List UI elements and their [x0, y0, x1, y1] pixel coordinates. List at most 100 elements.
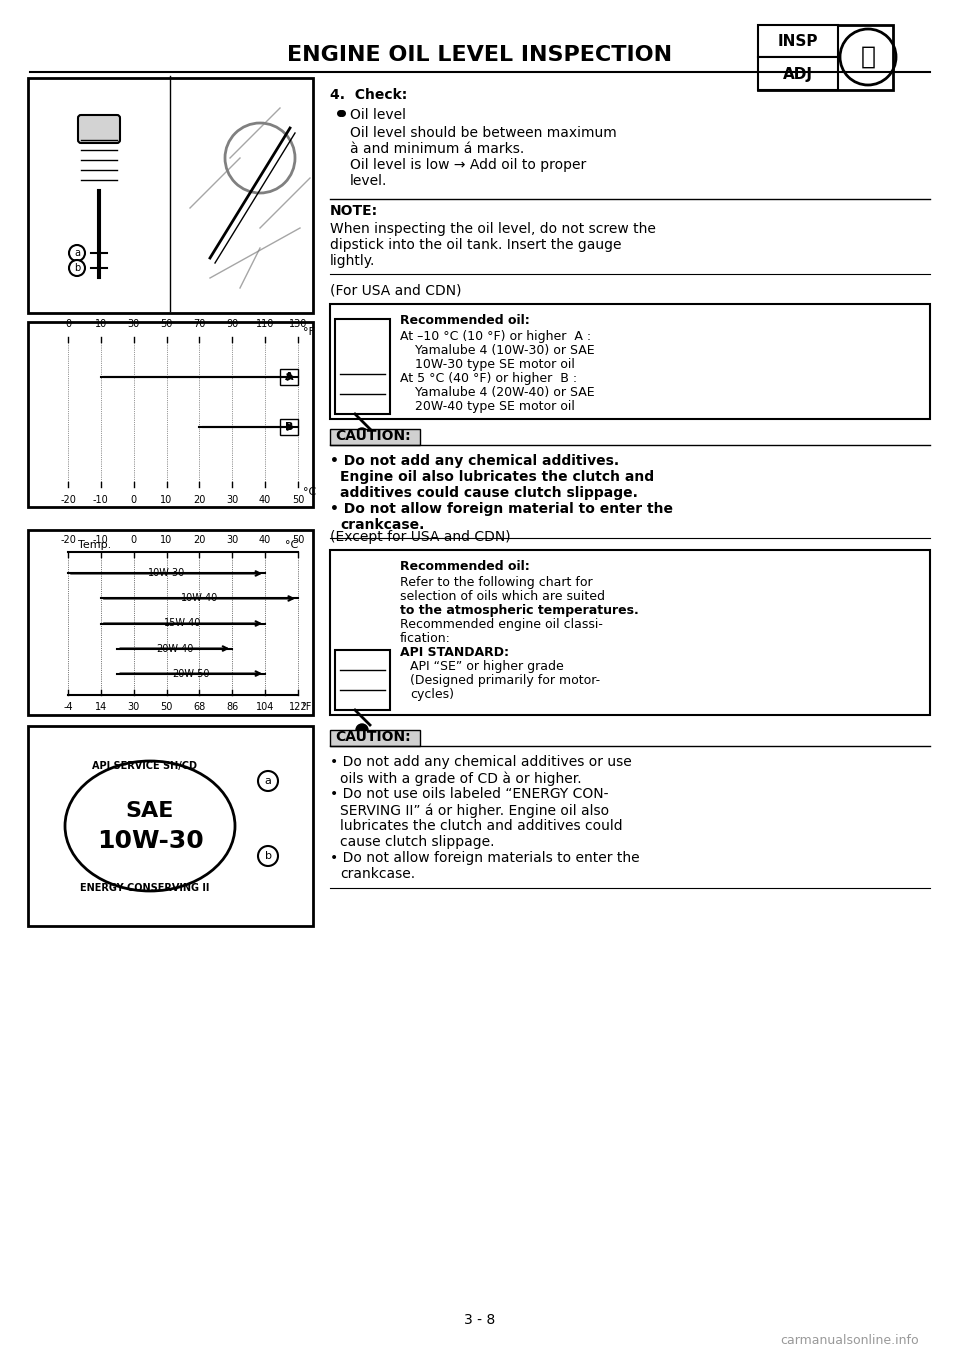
Ellipse shape	[65, 760, 235, 891]
Text: 10W-30 type SE motor oil: 10W-30 type SE motor oil	[415, 359, 575, 371]
FancyBboxPatch shape	[78, 115, 120, 143]
Text: SERVING II” á or higher. Engine oil also: SERVING II” á or higher. Engine oil also	[340, 803, 610, 818]
Text: 10: 10	[160, 535, 173, 545]
Text: b: b	[265, 851, 272, 861]
Text: 70: 70	[193, 319, 205, 329]
Text: b: b	[74, 263, 80, 273]
Text: 20: 20	[193, 496, 205, 505]
Text: Recommended engine oil classi-: Recommended engine oil classi-	[400, 618, 603, 631]
Text: °C: °C	[285, 540, 298, 550]
Text: Recommended oil:: Recommended oil:	[400, 314, 530, 327]
Text: • Do not allow foreign materials to enter the: • Do not allow foreign materials to ente…	[330, 851, 639, 865]
Text: 86: 86	[227, 702, 238, 712]
Text: cycles): cycles)	[410, 689, 454, 701]
Bar	[335, 650, 390, 710]
Text: 20W-40 type SE motor oil: 20W-40 type SE motor oil	[415, 401, 575, 413]
Text: 50: 50	[292, 496, 304, 505]
Circle shape	[258, 771, 278, 790]
Text: a: a	[265, 775, 272, 786]
Text: API SERVICE SH/CD: API SERVICE SH/CD	[92, 760, 198, 771]
Text: 50: 50	[160, 702, 173, 712]
Text: 104: 104	[256, 702, 275, 712]
Bar	[335, 319, 390, 414]
Text: 15W-40: 15W-40	[164, 618, 202, 629]
Bar	[330, 550, 930, 716]
Text: (Designed primarily for motor-: (Designed primarily for motor-	[410, 674, 600, 687]
Text: 0: 0	[131, 496, 136, 505]
Text: 90: 90	[227, 319, 238, 329]
Text: -20: -20	[60, 496, 76, 505]
Text: • Do not add any chemical additives.: • Do not add any chemical additives.	[330, 454, 619, 469]
Text: NOTE:: NOTE:	[330, 204, 378, 219]
Text: • Do not add any chemical additives or use: • Do not add any chemical additives or u…	[330, 755, 632, 769]
Text: 10: 10	[160, 496, 173, 505]
Text: °F: °F	[301, 702, 311, 712]
Text: cause clutch slippage.: cause clutch slippage.	[340, 835, 494, 849]
Text: 30: 30	[227, 535, 238, 545]
Text: dipstick into the oil tank. Insert the gauge: dipstick into the oil tank. Insert the g…	[330, 238, 621, 253]
Text: 3 - 8: 3 - 8	[465, 1313, 495, 1327]
Bar	[758, 24, 893, 90]
Text: CAUTION:: CAUTION:	[335, 429, 411, 443]
Text: 20: 20	[193, 535, 205, 545]
Text: SAE: SAE	[126, 801, 174, 822]
Text: A: A	[285, 372, 294, 382]
Text: ENGINE OIL LEVEL INSPECTION: ENGINE OIL LEVEL INSPECTION	[287, 45, 673, 65]
Text: 10W-40: 10W-40	[180, 593, 218, 603]
Bar	[330, 731, 420, 746]
Text: lubricates the clutch and additives could: lubricates the clutch and additives coul…	[340, 819, 623, 832]
Text: API STANDARD:: API STANDARD:	[400, 646, 509, 659]
Circle shape	[258, 846, 278, 866]
Text: 10W-30: 10W-30	[148, 569, 185, 579]
Text: 30: 30	[128, 319, 140, 329]
Text: 0: 0	[131, 535, 136, 545]
Text: ENERGY CONSERVING II: ENERGY CONSERVING II	[81, 883, 209, 894]
Text: 🔧: 🔧	[860, 45, 876, 69]
Text: °F: °F	[303, 327, 315, 337]
Text: 110: 110	[256, 319, 275, 329]
Text: 130: 130	[289, 319, 307, 329]
Text: At 5 °C (40 °F) or higher  B :: At 5 °C (40 °F) or higher B :	[400, 372, 577, 386]
Text: (For USA and CDN): (For USA and CDN)	[330, 284, 462, 297]
Text: CAUTION:: CAUTION:	[335, 731, 411, 744]
Text: -20: -20	[60, 535, 76, 545]
Circle shape	[69, 244, 85, 261]
Text: carmanualsonline.info: carmanualsonline.info	[780, 1334, 920, 1347]
Text: Yamalube 4 (20W-40) or SAE: Yamalube 4 (20W-40) or SAE	[415, 386, 594, 399]
Text: -10: -10	[93, 496, 108, 505]
Text: • Do not allow foreign material to enter the: • Do not allow foreign material to enter…	[330, 502, 673, 516]
Text: 68: 68	[193, 702, 205, 712]
Text: à and minimum á marks.: à and minimum á marks.	[350, 143, 524, 156]
Bar	[330, 429, 420, 445]
Text: INSP: INSP	[778, 34, 818, 49]
Text: 50: 50	[292, 535, 304, 545]
Bar	[758, 24, 838, 57]
Bar	[28, 530, 313, 716]
Bar	[28, 322, 313, 507]
Text: 20W-40: 20W-40	[156, 644, 194, 653]
Bar	[28, 727, 313, 926]
Circle shape	[69, 259, 85, 276]
Text: -10: -10	[93, 535, 108, 545]
Bar	[758, 57, 838, 90]
Text: Temp.: Temp.	[78, 540, 111, 550]
Text: 40: 40	[259, 535, 272, 545]
Text: to the atmospheric temperatures.: to the atmospheric temperatures.	[400, 604, 638, 617]
Text: Recommended oil:: Recommended oil:	[400, 559, 530, 573]
Text: level.: level.	[350, 174, 388, 187]
Text: When inspecting the oil level, do not screw the: When inspecting the oil level, do not sc…	[330, 221, 656, 236]
Text: API “SE” or higher grade: API “SE” or higher grade	[410, 660, 564, 674]
Text: Engine oil also lubricates the clutch and: Engine oil also lubricates the clutch an…	[340, 470, 654, 483]
Text: (Except for USA and CDN): (Except for USA and CDN)	[330, 530, 511, 545]
Text: 10W-30: 10W-30	[97, 828, 204, 853]
Text: 10: 10	[95, 319, 107, 329]
Text: 0: 0	[65, 319, 71, 329]
Bar	[280, 420, 298, 435]
Text: fication:: fication:	[400, 631, 451, 645]
Text: lightly.: lightly.	[330, 254, 375, 268]
Text: Yamalube 4 (10W-30) or SAE: Yamalube 4 (10W-30) or SAE	[415, 344, 594, 357]
Text: ADJ: ADJ	[783, 67, 813, 81]
Text: Oil level should be between maximum: Oil level should be between maximum	[350, 126, 616, 140]
Text: crankcase.: crankcase.	[340, 517, 424, 532]
Text: Refer to the following chart for: Refer to the following chart for	[400, 576, 592, 589]
